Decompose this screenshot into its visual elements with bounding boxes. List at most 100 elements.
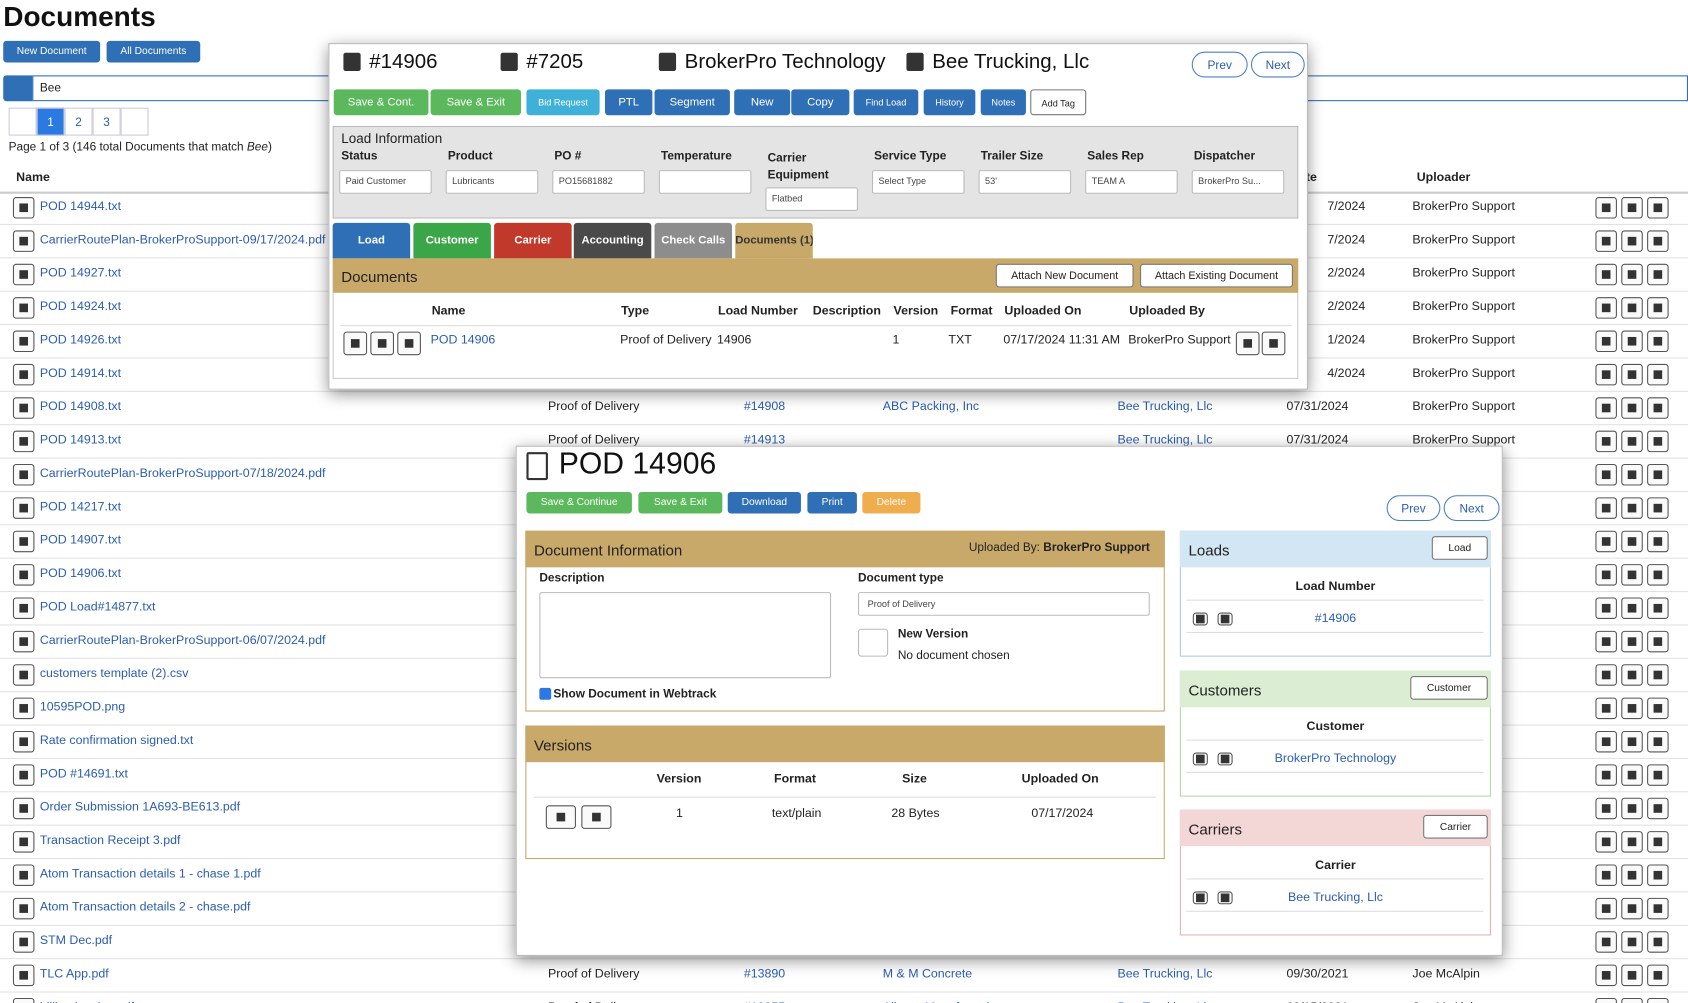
cell-name[interactable]: POD 14906 [430, 333, 496, 347]
icon-button[interactable] [1647, 897, 1669, 920]
icon-button[interactable] [1595, 697, 1617, 720]
icon-button[interactable] [1621, 597, 1643, 620]
icon-button[interactable] [1621, 831, 1643, 853]
page-prev[interactable] [8, 107, 37, 136]
icon-button[interactable] [12, 397, 35, 419]
icon-button[interactable] [1647, 430, 1669, 453]
cell-load[interactable]: #14913 [743, 433, 786, 447]
icon-button[interactable] [1595, 197, 1617, 219]
icon-button[interactable] [1235, 331, 1260, 356]
icon-button[interactable] [1621, 797, 1643, 820]
icon-button[interactable] [1647, 330, 1669, 353]
field-input[interactable]: TEAM A [1085, 170, 1178, 194]
icon-button[interactable] [1192, 612, 1208, 626]
icon-button[interactable] [1595, 797, 1617, 820]
cell-load[interactable]: #13890 [743, 967, 786, 981]
tab[interactable]: Accounting [573, 222, 652, 259]
document-link[interactable]: POD 14914.txt [39, 367, 122, 381]
icon-button[interactable] [397, 331, 421, 356]
icon-button[interactable] [1647, 497, 1669, 519]
icon-button[interactable] [1647, 530, 1669, 553]
icon-button[interactable] [1595, 964, 1617, 987]
document-link[interactable]: CarrierRoutePlan-BrokerProSupport-06/07/… [39, 634, 326, 647]
document-link[interactable]: CarrierRoutePlan-BrokerProSupport-07/18/… [39, 467, 326, 481]
toolbar-button[interactable]: Notes [980, 89, 1026, 116]
icon-button[interactable] [12, 497, 35, 519]
cell-carrier[interactable]: Bee Trucking, Llc [1117, 400, 1213, 414]
icon-button[interactable] [1621, 297, 1643, 319]
icon-button[interactable] [1595, 297, 1617, 319]
icon-button[interactable] [1595, 730, 1617, 753]
cell-carrier[interactable]: Bee Trucking, Llc [1117, 433, 1213, 447]
document-link[interactable]: POD 14924.txt [39, 300, 122, 314]
icon-button[interactable] [12, 197, 35, 219]
document-link[interactable]: Transaction Receipt 3.pdf [39, 834, 181, 848]
icon-button[interactable] [1621, 931, 1643, 953]
toolbar-button[interactable]: Bid Request [526, 89, 600, 116]
icon-button[interactable] [12, 964, 35, 987]
icon-button[interactable] [1647, 463, 1669, 486]
document-link[interactable]: 10595POD.png [39, 700, 126, 714]
document-link[interactable]: TLC App.pdf [39, 967, 109, 981]
icon-button[interactable] [1595, 630, 1617, 653]
add-button[interactable]: Carrier [1423, 814, 1488, 839]
panel-link[interactable]: Bee Trucking, Llc [1287, 891, 1383, 905]
icon-button[interactable] [12, 931, 35, 953]
cell-load[interactable]: #14908 [743, 400, 786, 414]
icon-button[interactable] [1621, 897, 1643, 920]
document-link[interactable]: Rate confirmation signed.txt [39, 734, 194, 748]
icon-button[interactable] [12, 831, 35, 853]
icon-button[interactable] [12, 897, 35, 920]
icon-button[interactable] [12, 430, 35, 453]
add-button[interactable]: Load [1431, 536, 1488, 560]
next-button[interactable]: Next [1443, 495, 1500, 522]
icon-button[interactable] [12, 230, 35, 252]
toolbar-button[interactable]: Save & Continue [526, 491, 632, 514]
icon-button[interactable] [12, 797, 35, 820]
icon-button[interactable] [1647, 964, 1669, 987]
cell-carrier[interactable]: Bee Trucking, Llc [1117, 967, 1213, 981]
field-input[interactable]: PO15681882 [552, 170, 645, 194]
toolbar-button[interactable]: PTL [605, 89, 653, 116]
description-input[interactable] [539, 592, 832, 679]
icon-button[interactable] [1621, 630, 1643, 653]
prev-button[interactable]: Prev [1191, 51, 1248, 78]
icon-button[interactable] [1595, 230, 1617, 252]
icon-button[interactable] [1647, 797, 1669, 820]
page-next[interactable] [120, 107, 149, 136]
toolbar-button[interactable]: Save & Exit [638, 491, 723, 514]
toolbar-button[interactable]: Find Load [853, 89, 919, 116]
icon-button[interactable] [1595, 463, 1617, 486]
icon-button[interactable] [1647, 764, 1669, 786]
icon-button[interactable] [1621, 397, 1643, 419]
icon-button[interactable] [1621, 730, 1643, 753]
toolbar-button[interactable]: Copy [791, 89, 850, 116]
icon-button[interactable] [1192, 751, 1208, 765]
icon-button[interactable] [1647, 997, 1669, 1003]
icon-button[interactable] [545, 805, 576, 829]
icon-button[interactable] [12, 997, 35, 1003]
icon-button[interactable] [1647, 831, 1669, 853]
field-input[interactable]: BrokerPro Su... [1191, 170, 1285, 194]
icon-button[interactable] [12, 530, 35, 553]
document-link[interactable]: POD 14944.txt [39, 200, 122, 214]
tab[interactable]: Carrier [494, 222, 572, 259]
attach-new-button[interactable]: Attach New Document [995, 263, 1134, 288]
icon-button[interactable] [1647, 197, 1669, 219]
panel-link[interactable]: BrokerPro Technology [1274, 751, 1397, 765]
next-button[interactable]: Next [1250, 51, 1305, 78]
attach-icon[interactable] [857, 628, 889, 657]
icon-button[interactable] [1595, 430, 1617, 453]
prev-button[interactable]: Prev [1386, 495, 1441, 522]
document-link[interactable]: POD 14913.txt [39, 433, 122, 447]
toolbar-button[interactable]: History [923, 89, 976, 116]
icon-button[interactable] [1595, 897, 1617, 920]
icon-button[interactable] [1217, 891, 1233, 905]
icon-button[interactable] [1595, 530, 1617, 553]
icon-button[interactable] [12, 664, 35, 686]
icon-button[interactable] [1621, 230, 1643, 252]
cell-customer[interactable]: M & M Concrete [882, 967, 973, 981]
icon-button[interactable] [1621, 330, 1643, 353]
icon-button[interactable] [1595, 564, 1617, 586]
page-number[interactable]: 2 [64, 107, 93, 136]
